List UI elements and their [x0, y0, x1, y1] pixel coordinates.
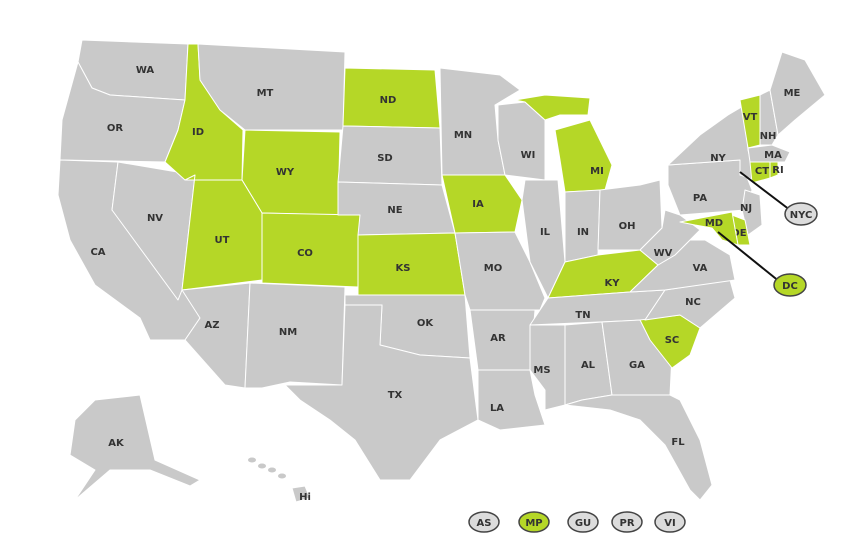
state-label: NC	[685, 297, 701, 308]
state-label: NY	[710, 153, 726, 164]
state-label: VT	[743, 112, 758, 123]
state-label: TN	[575, 310, 590, 321]
state-hi-island[interactable]	[248, 457, 256, 463]
state-mo[interactable]	[454, 231, 546, 311]
state-label: OK	[417, 318, 435, 329]
state-la[interactable]	[477, 369, 546, 431]
state-nh[interactable]	[759, 89, 779, 146]
state-label: PA	[693, 193, 707, 204]
state-label: DE	[731, 228, 746, 239]
state-label: MI	[590, 166, 604, 177]
territory-label: VI	[664, 518, 675, 529]
state-ma[interactable]	[747, 144, 791, 163]
state-label: Hi	[299, 492, 311, 503]
state-label: MA	[764, 150, 782, 161]
state-mi-upper[interactable]	[514, 94, 591, 121]
state-label: OH	[619, 221, 636, 232]
state-label: RI	[772, 165, 783, 176]
state-label: AK	[108, 438, 125, 449]
callout-label: NYC	[790, 210, 813, 221]
state-label: ND	[380, 95, 397, 106]
state-ks[interactable]	[357, 232, 466, 296]
state-label: KY	[605, 278, 621, 289]
states-layer: WA OR CA NV ID MT WY UT AZ CO NM ND SD NE KS OK TX MN IA MO…	[57, 39, 826, 503]
state-label: GA	[629, 360, 645, 371]
state-label: NJ	[740, 203, 752, 214]
state-ia[interactable]	[441, 174, 523, 234]
state-label: VA	[693, 263, 708, 274]
state-mi[interactable]	[554, 119, 613, 193]
state-label: CA	[90, 247, 105, 258]
territory-gu[interactable]	[567, 511, 599, 533]
state-nm[interactable]	[244, 282, 346, 389]
state-label: OR	[107, 123, 124, 134]
state-label: MD	[705, 218, 723, 229]
state-label: LA	[490, 403, 504, 414]
state-label: NH	[760, 131, 777, 142]
state-label: SD	[377, 153, 393, 164]
callout-line	[739, 171, 791, 211]
state-label: NE	[387, 205, 402, 216]
state-label: FL	[671, 437, 685, 448]
territory-label: PR	[619, 518, 634, 529]
state-hi-island[interactable]	[258, 463, 266, 469]
territory-label: AS	[477, 518, 492, 529]
state-label: ME	[784, 88, 801, 99]
state-ri[interactable]	[769, 161, 779, 179]
state-me[interactable]	[769, 51, 826, 136]
state-label: MN	[454, 130, 472, 141]
state-label: CT	[755, 166, 769, 177]
state-label: KS	[396, 263, 411, 274]
state-hi-island[interactable]	[278, 473, 286, 479]
state-label: WV	[654, 248, 673, 259]
territory-label: MP	[525, 518, 542, 529]
state-label: SC	[665, 335, 680, 346]
state-fl[interactable]	[564, 394, 713, 501]
state-label: MT	[257, 88, 274, 99]
territory-label: GU	[575, 518, 591, 529]
state-label: ID	[192, 127, 204, 138]
territory-as[interactable]	[468, 511, 500, 533]
state-label: WA	[136, 65, 155, 76]
state-label: TX	[388, 390, 403, 401]
state-label: MS	[533, 365, 550, 376]
state-label: WI	[521, 150, 536, 161]
state-label: IN	[577, 227, 589, 238]
callout-line	[717, 231, 781, 283]
state-hi[interactable]	[291, 485, 311, 503]
state-label: IA	[472, 199, 484, 210]
callout-label: DC	[782, 281, 798, 292]
state-label: WY	[276, 167, 295, 178]
territory-mp[interactable]	[518, 511, 550, 533]
state-label: AR	[490, 333, 506, 344]
state-label: UT	[215, 235, 230, 246]
territory-pr[interactable]	[611, 511, 643, 533]
state-label: IL	[540, 227, 551, 238]
state-az[interactable]	[181, 282, 251, 389]
state-ut[interactable]	[181, 174, 263, 291]
state-label: AL	[581, 360, 596, 371]
state-tx[interactable]	[284, 304, 479, 481]
state-in[interactable]	[564, 189, 601, 263]
state-label: MO	[484, 263, 502, 274]
callout-dc[interactable]	[773, 273, 807, 297]
territory-vi[interactable]	[654, 511, 686, 533]
state-ak[interactable]	[69, 394, 201, 501]
state-nj[interactable]	[741, 189, 763, 236]
state-label: NM	[279, 327, 297, 338]
state-label: NV	[147, 213, 163, 224]
state-hi-island[interactable]	[268, 467, 276, 473]
callout-nyc[interactable]	[784, 202, 818, 226]
state-label: AZ	[205, 320, 220, 331]
state-wv[interactable]	[639, 209, 701, 266]
state-label: CO	[297, 248, 313, 259]
